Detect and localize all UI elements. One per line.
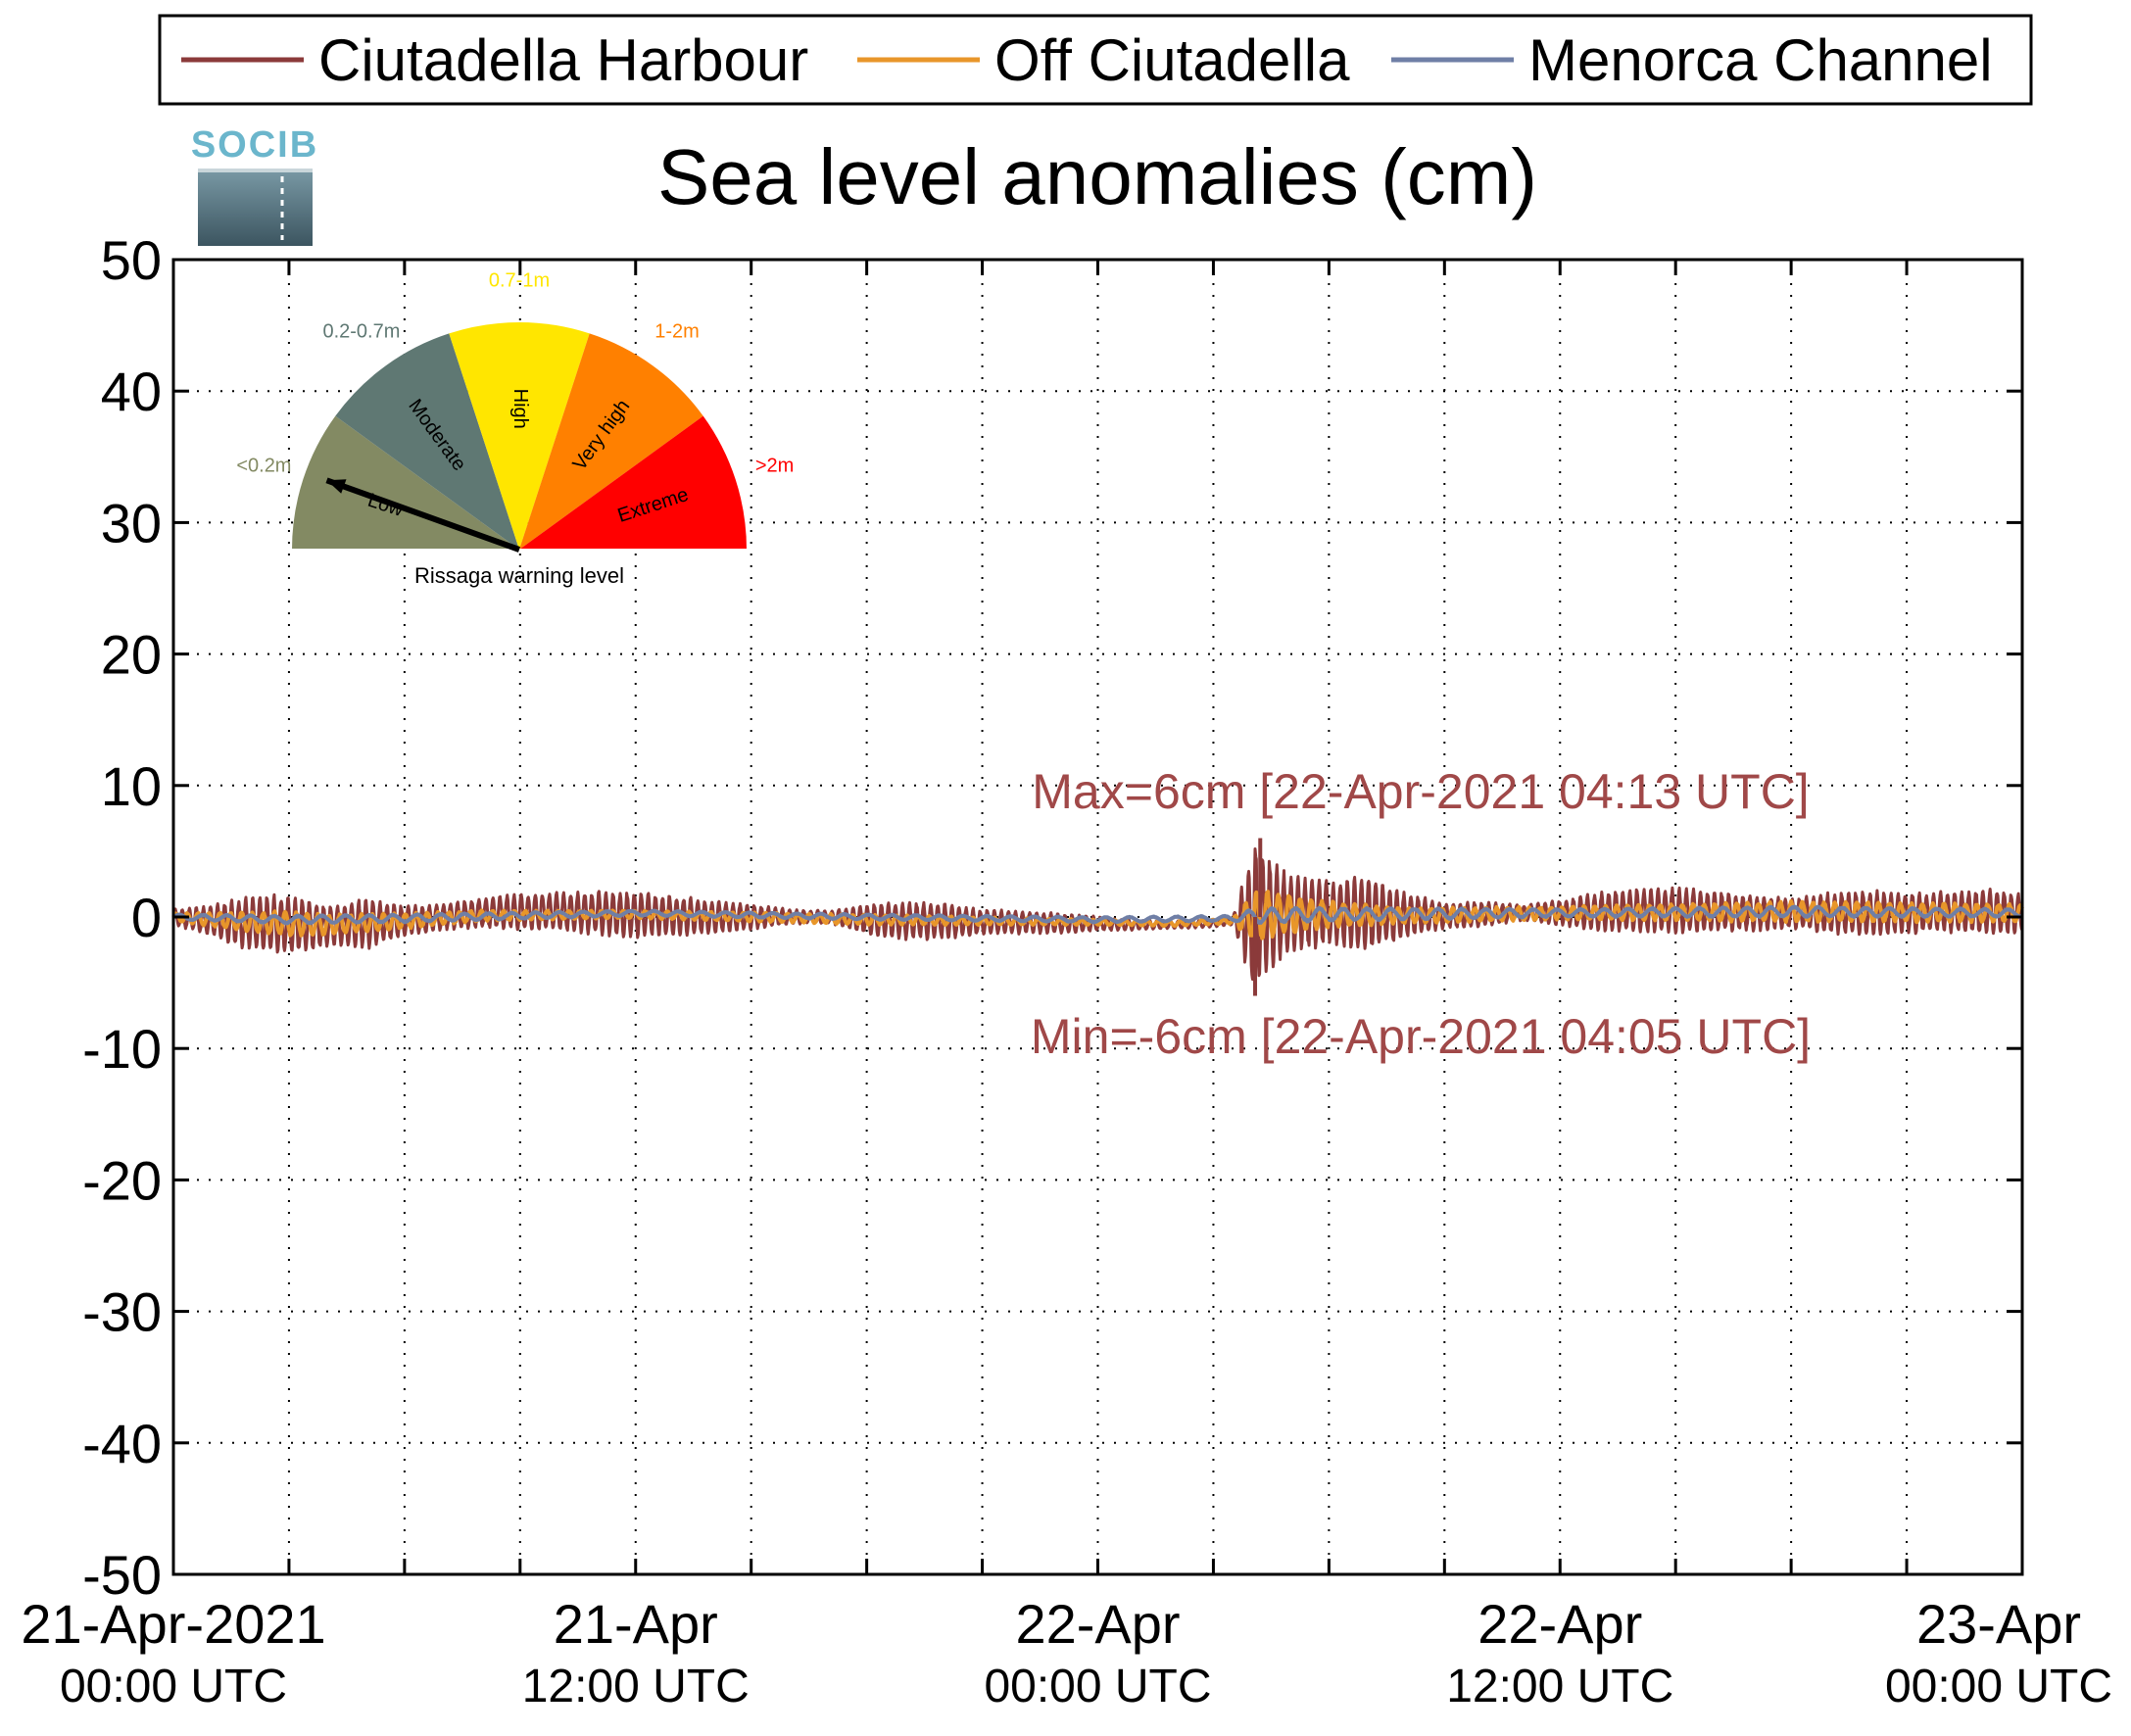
y-tick-label: -10 [82,1018,162,1080]
logo-block [198,169,313,246]
gauge-segment-extreme [519,415,747,550]
max-annotation: Max=6cm [22-Apr-2021 04:13 UTC] [1032,764,1809,819]
gauge-range-label: >2m [755,456,794,477]
gauge-segment-very-high [519,333,703,550]
x-tick-label-time: 00:00 UTC [60,1661,287,1712]
legend-box [158,14,2033,106]
y-tick-label: 20 [101,624,162,686]
annotations: Max=6cm [22-Apr-2021 04:13 UTC] Min=-6cm… [1031,764,1811,1064]
x-tick-label: 21-Apr [554,1593,718,1655]
gauge-range-label: 1-2m [654,321,700,343]
gauge-level-label: High [509,389,531,429]
series-line-off-ciutadella [171,890,2024,940]
min-annotation: Min=-6cm [22-Apr-2021 04:05 UTC] [1031,1009,1811,1064]
legend: Ciutadella Harbour Off Ciutadella Menorc… [158,14,2033,106]
x-tick-label: 21-Apr-2021 [21,1593,325,1655]
x-tick-label: 23-Apr [1916,1593,2081,1655]
y-tick-label: -50 [82,1544,162,1606]
gauge-segment-low [292,415,519,550]
legend-label-ciutadella-harbour: Ciutadella Harbour [318,27,808,93]
x-tick-label: 22-Apr [1015,1593,1180,1655]
gauge-range-label: <0.2m [236,456,291,477]
x-tick-label-time: 00:00 UTC [1885,1661,2112,1712]
y-tick-label: 40 [101,361,162,422]
gauge-range-label: 0.7-1m [489,269,550,291]
series-line-ciutadella-harbour [171,847,2024,982]
legend-label-menorca-channel: Menorca Channel [1528,27,1993,93]
x-tick-label-time: 12:00 UTC [1446,1661,1673,1712]
gauge-range-label: 0.2-0.7m [322,321,400,343]
y-tick-label: 10 [101,755,162,817]
socib-logo: SOCIB [191,124,318,246]
y-tick-label: 30 [101,492,162,554]
logo-text: SOCIB [191,124,318,166]
logo-wave [198,161,313,172]
legend-label-off-ciutadella: Off Ciutadella [994,27,1350,93]
y-tick-label: -30 [82,1281,162,1343]
y-tick-label: -40 [82,1413,162,1474]
y-tick-label: 0 [131,887,162,948]
series-layer [171,838,2024,996]
gauge-pointer-head [326,479,347,494]
x-tick-label-time: 12:00 UTC [522,1661,750,1712]
gauge-caption: Rissaga warning level [414,563,624,588]
gauge-pointer [325,477,521,553]
x-tick-label: 22-Apr [1477,1593,1642,1655]
gauge-segment-high [449,322,590,550]
x-tick-label-time: 00:00 UTC [984,1661,1211,1712]
chart-title: Sea level anomalies (cm) [657,133,1537,220]
y-tick-label: 50 [101,229,162,291]
gauge-segment-moderate [335,333,519,550]
series-line-menorca-channel [171,904,2024,926]
y-tick-label: -20 [82,1149,162,1211]
